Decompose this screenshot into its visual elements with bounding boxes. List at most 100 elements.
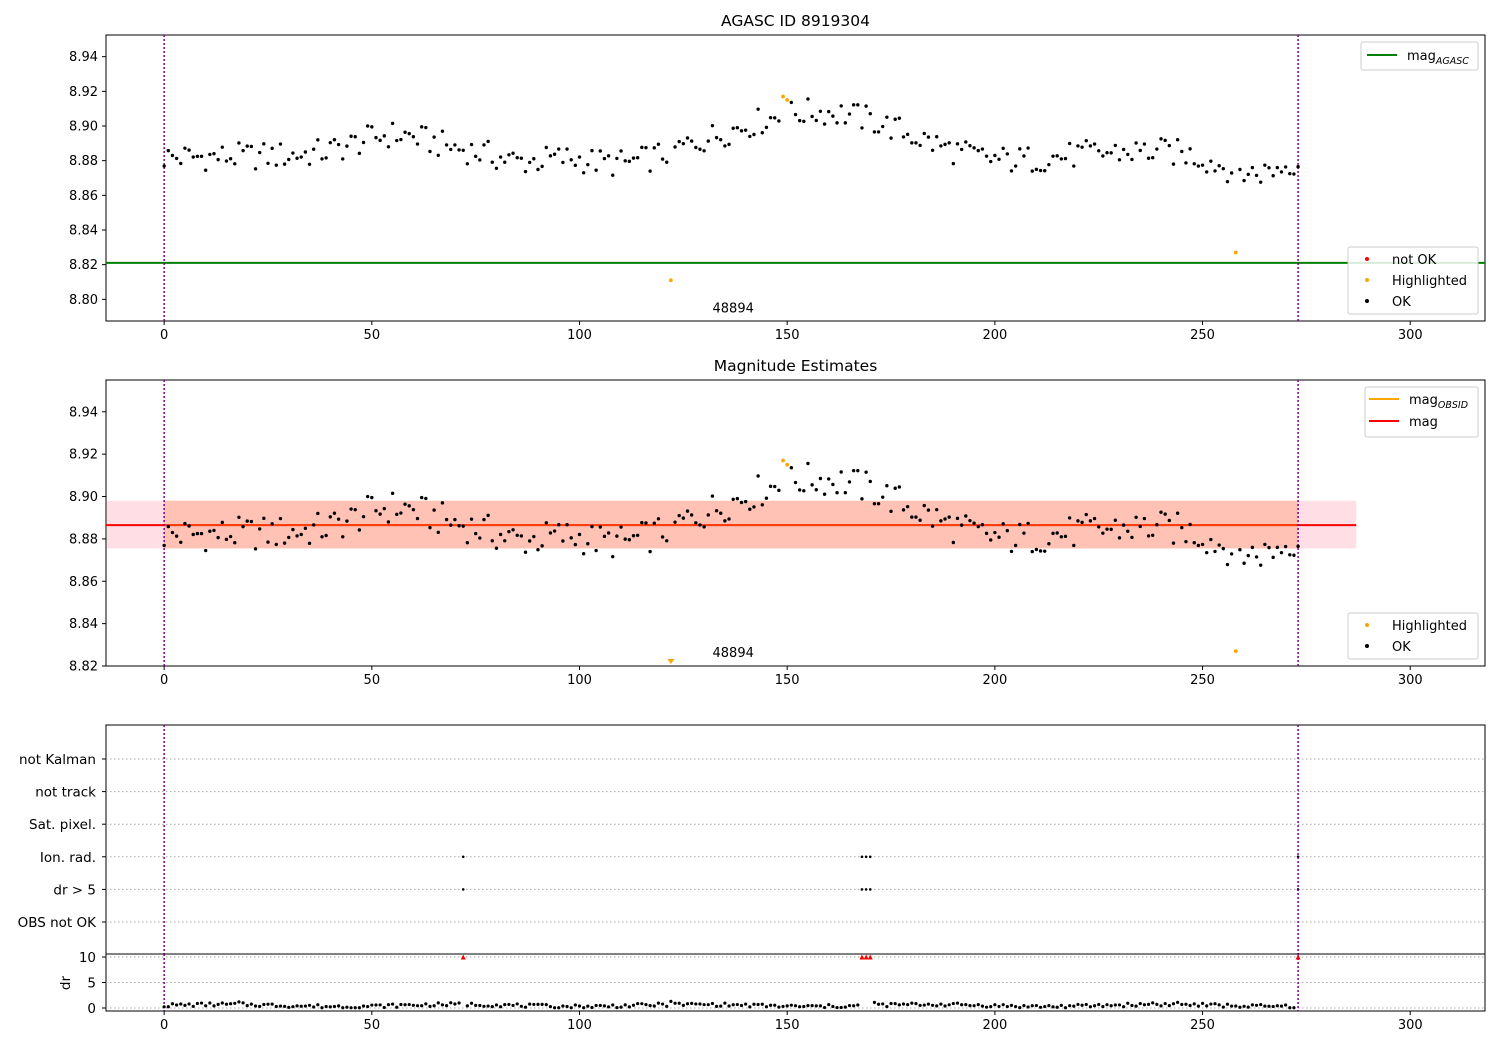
ok-point [1117,158,1122,162]
x-tick-label: 300 [1398,328,1423,343]
highlighted-point [781,94,785,99]
dr-point [374,1003,378,1007]
dr-point [1259,1002,1263,1007]
ok-point [1105,150,1109,155]
ok-point [465,541,470,545]
ok-point [602,156,607,161]
ok-point [378,512,382,516]
ok-point [930,148,935,152]
ok-point [440,129,445,133]
legend-marker [1365,299,1369,303]
ok-point [727,142,731,147]
ok-point [984,531,989,536]
ok-point [606,531,611,535]
dr-point [403,1003,407,1007]
ok-point [162,164,166,168]
ok-point [324,156,328,160]
ok-point [681,141,686,146]
ok-point [598,525,602,529]
ok-point [1084,139,1088,143]
ok-point [644,521,648,525]
ok-point [777,488,781,493]
ok-point [760,503,764,507]
dr-point [382,1005,386,1010]
dr-point [1246,1005,1250,1009]
ok-point [814,118,818,123]
ok-point [1113,143,1118,148]
dr-point [856,1003,860,1007]
flag-point [461,855,465,859]
dr-point [453,1002,457,1006]
chart-title: AGASC ID 8919304 [721,12,870,30]
dr-point [897,1003,901,1007]
legend-marker [1365,257,1369,261]
dr-point [552,1006,557,1010]
dr-point [399,1002,403,1007]
ok-point [947,141,951,145]
ok-point [291,527,295,532]
chart-title: Magnitude Estimates [714,357,878,375]
ok-point [1063,156,1068,161]
ok-point [959,523,964,527]
dr-point [262,1002,266,1007]
dr-point [1038,1005,1043,1009]
ok-point [872,130,877,134]
ok-point [831,482,835,487]
ok-point [611,173,615,177]
ok-point [1018,522,1022,527]
ok-point [415,516,420,521]
ok-point [1242,178,1246,183]
ok-point [1263,163,1267,167]
dr-point [407,1002,411,1007]
ok-point [847,112,852,116]
dr-point [386,1003,391,1007]
ok-point [1088,144,1093,148]
y-tick-label: 8.92 [69,448,98,463]
ok-point [1146,534,1151,538]
dr-tick-label: 0 [87,1001,96,1017]
dr-tick-label: 5 [87,976,96,992]
ok-point [253,167,258,171]
ok-point [299,532,303,537]
ok-point [1250,545,1255,550]
ok-point [436,530,440,535]
dr-axis-label: dr [58,975,74,990]
ok-point [822,492,827,496]
ok-point [162,543,166,548]
ok-point [1217,163,1221,168]
dr-point [411,1003,415,1007]
dr-point [1171,1002,1176,1006]
ok-point [552,529,557,533]
ok-point [424,125,428,130]
dr-point [345,1005,349,1009]
dr-point [1101,1005,1105,1009]
ok-point [266,161,270,165]
ok-point [1292,172,1296,176]
ok-point [328,140,332,145]
ok-point [1209,537,1213,542]
ok-point [930,524,935,528]
ok-point [652,521,656,525]
ok-point [835,121,839,125]
ok-point [341,535,345,539]
ok-point [411,135,416,139]
ok-point [498,155,503,159]
ok-point [806,97,810,101]
dr-point [1059,1003,1063,1007]
ok-point [1084,512,1088,517]
dr-point [677,1001,681,1005]
ok-point [1229,171,1234,175]
ok-point [818,476,823,481]
dr-point [195,1001,199,1006]
y-tick-label: 8.92 [69,85,98,100]
dr-point [1151,1001,1155,1005]
dr-point [926,1002,931,1006]
ok-point [814,488,818,492]
dr-point [1113,1003,1117,1007]
y-tick-label: 8.90 [69,120,98,135]
ok-point [685,509,690,513]
ok-point [856,468,860,473]
ok-point [490,160,494,164]
ok-point [1292,553,1296,557]
highlighted-point [1233,649,1238,654]
